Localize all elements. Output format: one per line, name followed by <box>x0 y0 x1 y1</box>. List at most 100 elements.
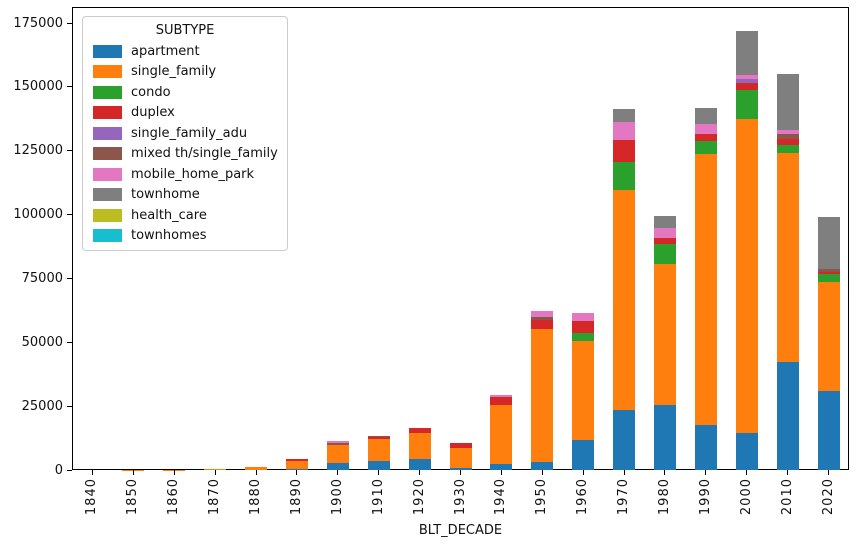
legend-swatch-icon <box>93 126 122 140</box>
bar-segment-single-family <box>245 467 268 470</box>
bar-segment-apartment <box>735 432 758 470</box>
bar-segment-condo <box>572 333 595 341</box>
x-tickmark <box>460 470 461 475</box>
bar-segment-single-family <box>776 152 799 363</box>
legend-entry: single_family <box>93 62 277 83</box>
x-tick-label: 1860 <box>166 478 182 516</box>
x-tickmark <box>132 470 134 475</box>
x-tickmark <box>419 470 421 475</box>
bar-segment-duplex <box>653 238 676 245</box>
legend-swatch-icon <box>93 208 122 222</box>
x-tickmark <box>828 470 830 475</box>
bar-segment-duplex <box>408 428 431 434</box>
y-tick-label: 0 <box>54 462 63 478</box>
bar-segment-duplex <box>490 397 513 405</box>
y-tick-label: 50000 <box>21 334 63 350</box>
x-tickmark <box>337 470 339 475</box>
y-tickmark <box>67 277 72 279</box>
legend-label: health_care <box>131 207 207 223</box>
bar-segment-single-family <box>326 445 349 464</box>
x-tick-label: 1970 <box>616 478 632 516</box>
bar-segment-duplex <box>694 133 717 142</box>
bar-segment-single-family <box>735 118 758 433</box>
x-tick-label: 1950 <box>534 478 550 516</box>
x-tickmark <box>623 470 625 475</box>
x-tickmark <box>91 470 93 475</box>
bar-segment-mobile-home-park <box>776 130 799 135</box>
bar-segment-townhome <box>653 216 676 229</box>
bar-segment-townhome <box>776 74 799 131</box>
legend-entry: duplex <box>93 103 277 124</box>
x-tick-label: 1910 <box>370 478 386 516</box>
bar-segment-condo <box>817 274 840 282</box>
x-tickmark <box>378 470 380 475</box>
bar-segment-apartment <box>449 467 472 470</box>
bar-segment-duplex <box>531 320 554 329</box>
bar-segment-single-family <box>490 404 513 464</box>
y-tick-label: 75000 <box>21 270 63 286</box>
bar-segment-apartment <box>817 391 840 470</box>
bar-segment-condo <box>776 144 799 153</box>
y-tick-label: 125000 <box>13 143 63 159</box>
bar-segment-single-family <box>367 438 390 461</box>
x-tick-label: 2020 <box>820 478 836 516</box>
bar-segment-single-family <box>408 433 431 460</box>
bar-segment-single-family <box>572 340 595 440</box>
bar-segment-townhome <box>735 31 758 76</box>
legend-entry: health_care <box>93 205 277 226</box>
bar-segment-mobile-home-park <box>653 228 676 239</box>
legend-swatch-icon <box>93 167 122 181</box>
bar-segment-mixed-th-single-family <box>776 134 799 139</box>
legend-entry: condo <box>93 82 277 103</box>
x-tick-label: 1940 <box>493 478 509 516</box>
x-tick-label: 1880 <box>248 478 264 516</box>
bar-segment-apartment <box>285 469 308 470</box>
x-tickmark <box>705 470 707 475</box>
legend-label: apartment <box>131 43 200 59</box>
x-tick-label: 1840 <box>84 478 100 516</box>
y-tickmark <box>67 405 72 407</box>
bar-segment-apartment <box>490 463 513 470</box>
x-tickmark <box>255 470 257 475</box>
bar-segment-duplex <box>817 271 840 275</box>
y-tickmark <box>67 469 72 471</box>
bar-segment-condo <box>653 244 676 265</box>
y-tick-label: 175000 <box>13 15 63 31</box>
bar-segment-apartment <box>531 461 554 470</box>
legend-rows: apartment single_family condo duplex single_… <box>93 41 278 247</box>
x-tick-label: 2010 <box>779 478 795 516</box>
bar-segment-townhome <box>817 217 840 269</box>
x-tickmark <box>541 470 543 475</box>
bar-segment-condo <box>735 90 758 119</box>
bar-segment-mobile-home-park <box>735 75 758 80</box>
x-tickmark <box>214 470 216 475</box>
bar-segment-single-family <box>694 154 717 426</box>
legend-entry: townhomes <box>93 226 277 247</box>
y-tick-label: 100000 <box>13 207 63 223</box>
legend-label: single_family_adu <box>131 125 248 141</box>
legend-label: townhomes <box>131 228 207 244</box>
legend-entry: townhome <box>93 185 277 206</box>
bar-segment-apartment <box>613 409 636 470</box>
x-tick-label: 1920 <box>411 478 427 516</box>
legend-title: SUBTYPE <box>155 23 215 38</box>
x-tick-label: 1960 <box>575 478 591 516</box>
x-tickmark <box>173 470 175 475</box>
bar-segment-condo <box>613 161 636 191</box>
bar-segment-duplex <box>776 138 799 145</box>
bar-segment-mobile-home-park <box>490 395 513 398</box>
bar-segment-duplex <box>572 321 595 334</box>
bar-segment-mobile-home-park <box>694 123 717 134</box>
bar-segment-duplex <box>449 443 472 449</box>
x-tickmark <box>500 470 502 475</box>
x-tick-label: 1990 <box>697 478 713 516</box>
bar-segment-single-family <box>817 282 840 392</box>
y-tickmark <box>67 214 72 216</box>
bar-segment-mixed-th-single-family <box>326 443 349 446</box>
legend-entry: mixed th/single_family <box>93 144 278 165</box>
bar-segment-mixed-th-single-family <box>817 268 840 272</box>
bar-segment-single-family <box>285 461 308 470</box>
bar-segment-single-family <box>449 448 472 468</box>
legend-swatch-icon <box>93 85 122 99</box>
legend-swatch-icon <box>93 65 122 79</box>
